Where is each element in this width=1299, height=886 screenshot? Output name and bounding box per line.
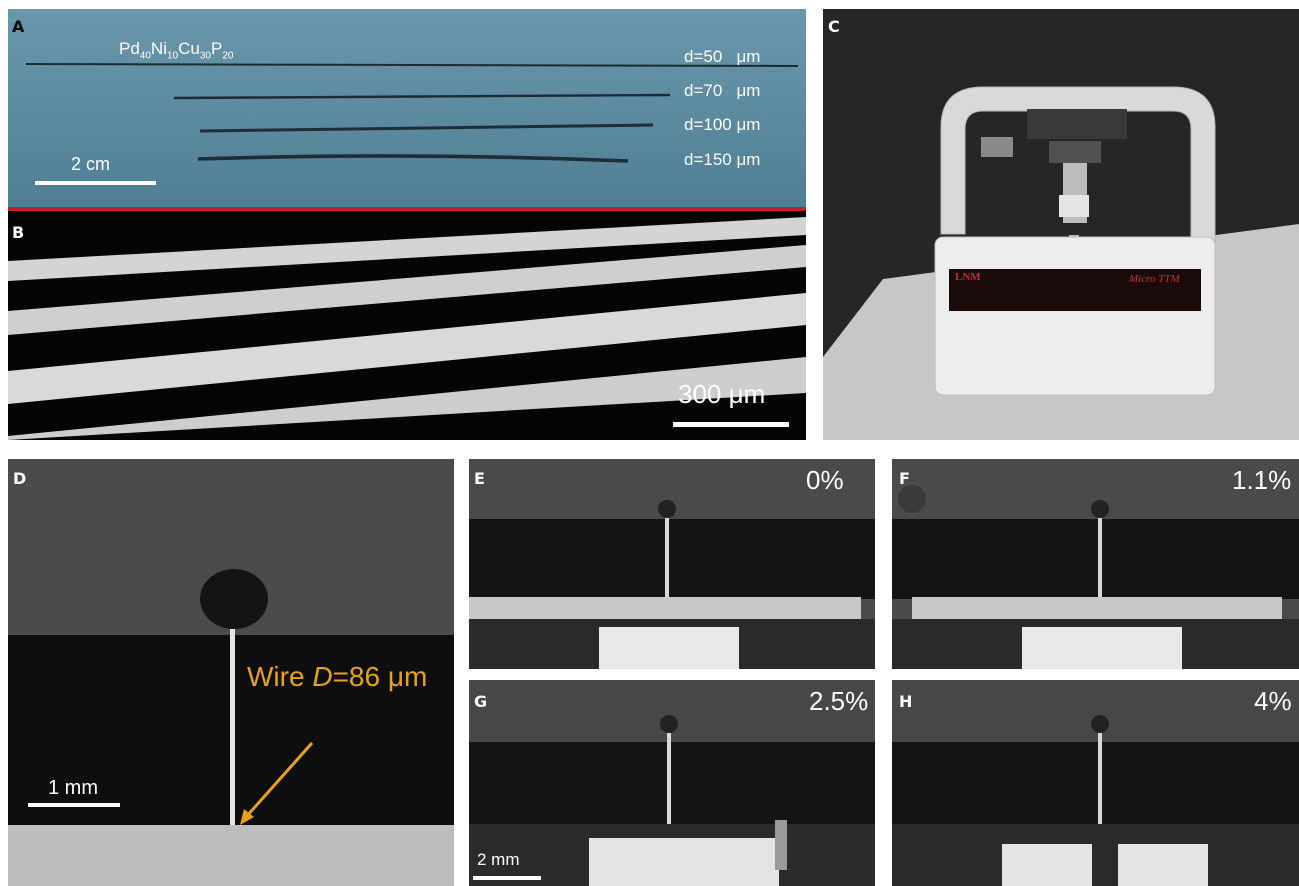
strain-label-g: 2.5% bbox=[809, 686, 869, 716]
micrometer-knob bbox=[981, 137, 1013, 157]
formula-pd: Pd bbox=[119, 39, 140, 58]
red-divider bbox=[8, 207, 806, 211]
scale-bar-label-b: 300 μm bbox=[678, 379, 766, 409]
bottom-grip bbox=[8, 825, 454, 886]
annotation-value: =86 μm bbox=[332, 661, 428, 692]
strain-image-h bbox=[892, 715, 1299, 886]
wire-70um bbox=[173, 93, 671, 100]
scale-bar-label-g: 2 mm bbox=[477, 850, 520, 869]
wire bbox=[230, 629, 235, 825]
panel-h: H 4% bbox=[892, 680, 1299, 886]
formula-pd-sub: 40 bbox=[139, 50, 151, 62]
panel-e: E 0% bbox=[469, 459, 875, 669]
wire-closeup-image bbox=[8, 459, 454, 886]
formula-cu-sub: 30 bbox=[199, 50, 211, 62]
scale-bar-d bbox=[28, 803, 120, 807]
annotation-var: D bbox=[312, 661, 333, 692]
annotation-prefix: Wire bbox=[247, 661, 313, 692]
strain-image-g bbox=[469, 715, 875, 886]
scale-bar-a bbox=[35, 181, 156, 185]
wire-50um bbox=[25, 63, 799, 67]
sem-wire-2 bbox=[8, 245, 806, 335]
strain-label-e: 0% bbox=[806, 465, 844, 495]
panel-label-f: F bbox=[899, 469, 910, 488]
annotation-arrow bbox=[244, 742, 314, 818]
scale-bar-b bbox=[673, 422, 789, 427]
formula-ni-sub: 10 bbox=[166, 50, 179, 62]
formula-cu: Cu bbox=[178, 39, 200, 58]
stage bbox=[1027, 109, 1127, 139]
formula-p-sub: 20 bbox=[222, 50, 234, 62]
panel-label-c: C bbox=[828, 17, 840, 36]
wire-diameter-annotation: Wire D=86 μm bbox=[247, 661, 427, 693]
sem-wire-1 bbox=[8, 217, 806, 281]
sem-wires-image bbox=[8, 217, 806, 440]
panel-b: B 300 μm bbox=[8, 211, 806, 440]
wires-photo bbox=[25, 63, 799, 163]
wire-100um bbox=[199, 123, 654, 133]
panel-c: C LNM Micro TTM bbox=[823, 9, 1299, 440]
stage-lower bbox=[1049, 141, 1101, 163]
brand-logo: LNM bbox=[955, 271, 981, 283]
panel-label-a: A bbox=[12, 17, 25, 36]
device-name: Micro TTM bbox=[1129, 273, 1180, 285]
strain-image-e bbox=[469, 500, 875, 669]
sem-wire-4 bbox=[8, 357, 806, 440]
scale-bar-label-d: 1 mm bbox=[48, 777, 98, 799]
formula-p: P bbox=[210, 39, 223, 58]
tester-base bbox=[934, 236, 1216, 396]
panel-g: G 2.5% 2 mm bbox=[469, 680, 875, 886]
panel-label-d: D bbox=[13, 469, 27, 488]
panel-label-b: B bbox=[12, 223, 25, 242]
panel-label-g: G bbox=[474, 692, 488, 711]
panel-a: A Pd40Ni10Cu30P20 d=50 μm d=70 μm d=100 … bbox=[8, 9, 806, 209]
scale-bar-label-a: 2 cm bbox=[71, 154, 111, 174]
alloy-formula: Pd40Ni10Cu30P20 bbox=[119, 39, 233, 61]
wire-150um bbox=[197, 154, 629, 163]
strain-label-f: 1.1% bbox=[1232, 465, 1292, 495]
label-plate bbox=[949, 269, 1201, 311]
scale-bar-g bbox=[473, 876, 541, 880]
tester-frame bbox=[940, 86, 1216, 242]
diameter-label-50: d=50 μm bbox=[684, 47, 761, 66]
strain-label-h: 4% bbox=[1254, 686, 1292, 716]
sem-wire-3 bbox=[8, 293, 806, 404]
grip-clamp bbox=[1059, 195, 1089, 217]
panel-f: F 1.1% bbox=[892, 459, 1299, 669]
diameter-label-70: d=70 μm bbox=[684, 81, 761, 100]
strain-image-f bbox=[892, 485, 1299, 669]
panel-d: D Wire D=86 μm 1 mm bbox=[8, 459, 454, 886]
glue-droplet bbox=[200, 569, 268, 629]
panel-label-e: E bbox=[474, 469, 485, 488]
formula-ni: Ni bbox=[150, 39, 167, 58]
diameter-label-100: d=100 μm bbox=[684, 115, 761, 134]
arrowhead bbox=[240, 809, 254, 825]
tensile-tester-photo bbox=[823, 86, 1299, 440]
diameter-label-150: d=150 μm bbox=[684, 150, 761, 169]
panel-label-h: H bbox=[899, 692, 913, 711]
